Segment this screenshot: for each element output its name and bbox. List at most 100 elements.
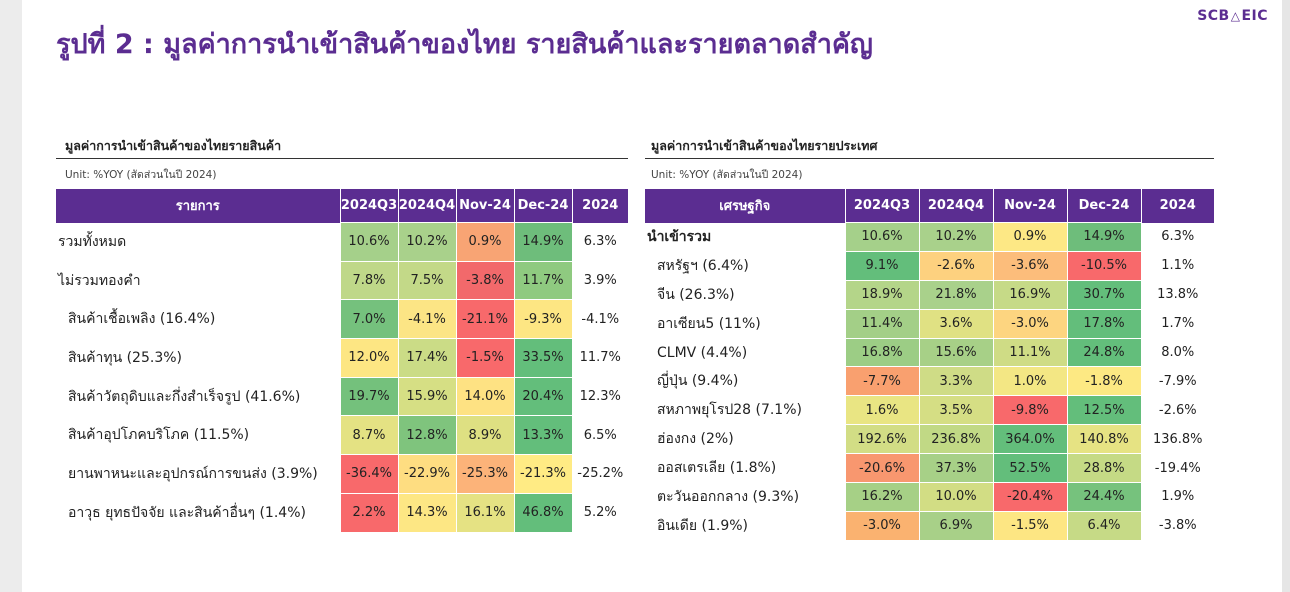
value-cell: -3.6% — [992, 250, 1068, 281]
annual-value-cell: 5.2% — [583, 505, 617, 521]
value-cell: -25.3% — [455, 454, 515, 494]
logo-text-scb: SCB — [1197, 8, 1230, 24]
logo-triangle-icon: △ — [1230, 9, 1241, 23]
row-label: อินเดีย (1.9%) — [657, 517, 748, 534]
value-cell: 10.2% — [397, 222, 457, 262]
product-import-table: รายการ 2024Q3 2024Q4 Nov-24 Dec-24 2024 … — [56, 189, 628, 533]
country-import-table: เศรษฐกิจ 2024Q3 2024Q4 Nov-24 Dec-24 202… — [645, 189, 1214, 541]
annual-value-cell: 11.7% — [579, 350, 621, 366]
header-dec-24: Dec-24 — [1066, 189, 1141, 223]
row-label: จีน (26.3%) — [657, 286, 735, 303]
value-cell: 7.0% — [339, 299, 399, 340]
value-cell: -9.3% — [513, 299, 573, 340]
annual-value-cell: 6.5% — [583, 427, 617, 443]
value-cell: 16.1% — [455, 492, 515, 533]
value-cell: 13.3% — [513, 415, 573, 456]
value-cell: 6.4% — [1066, 510, 1142, 541]
value-cell: -3.8% — [455, 260, 515, 301]
table-header-row: รายการ 2024Q3 2024Q4 Nov-24 Dec-24 2024 — [56, 189, 628, 223]
table-row: ออสเตรเลีย (1.8%) -20.6% 37.3% 52.5% 28.8% -1… — [645, 453, 1214, 484]
value-cell: 10.0% — [918, 482, 994, 512]
value-cell: 30.7% — [1066, 279, 1142, 310]
value-cell: 14.9% — [1066, 222, 1142, 252]
table-row: ฮ่องกง (2%) 192.6% 236.8% 364.0% 140.8% 136.8… — [645, 424, 1214, 455]
value-cell: -3.0% — [844, 510, 920, 541]
value-cell: 140.8% — [1066, 424, 1142, 455]
value-cell: 12.0% — [339, 338, 399, 378]
value-cell: 236.8% — [918, 424, 994, 455]
header-nov-24: Nov-24 — [992, 189, 1067, 223]
annual-value-cell: 1.1% — [1161, 258, 1195, 274]
annual-value-cell: 6.3% — [583, 234, 617, 250]
row-label: CLMV (4.4%) — [657, 344, 748, 361]
row-label: ไม่รวมทองคำ — [58, 272, 141, 289]
value-cell: 16.9% — [992, 279, 1068, 310]
value-cell: 11.7% — [513, 260, 573, 301]
table-row: ตะวันออกกลาง (9.3%) 16.2% 10.0% -20.4% 24.4%… — [645, 482, 1214, 512]
header-economy: เศรษฐกิจ — [645, 189, 845, 223]
value-cell: 24.4% — [1066, 482, 1142, 512]
value-cell: 6.9% — [918, 510, 994, 541]
table-row: สินค้าวัตถุดิบและกึ่งสำเร็จรูป (41.6%) 19… — [56, 376, 628, 417]
value-cell: -20.6% — [844, 453, 920, 484]
right-subtitle-rule — [645, 158, 1214, 159]
header-2024q3: 2024Q3 — [844, 189, 919, 223]
row-label: นำเข้ารวม — [647, 228, 712, 245]
row-label: ตะวันออกกลาง (9.3%) — [657, 488, 800, 505]
value-cell: 14.9% — [513, 222, 573, 262]
value-cell: 33.5% — [513, 338, 573, 378]
table-row: อาเซียน5 (11%) 11.4% 3.6% -3.0% 17.8% 1.7% — [645, 308, 1214, 339]
table-row: สินค้าเชื้อเพลิง (16.4%) 7.0% -4.1% -21.1% -… — [56, 299, 628, 340]
row-label: อาเซียน5 (11%) — [657, 315, 761, 332]
annual-value-cell: -2.6% — [1158, 402, 1197, 418]
value-cell: 192.6% — [844, 424, 920, 455]
value-cell: -9.8% — [992, 395, 1068, 426]
value-cell: 7.5% — [397, 260, 457, 301]
value-cell: -21.3% — [513, 454, 573, 494]
row-label: สินค้าอุปโภคบริโภค (11.5%) — [68, 427, 250, 444]
table-row: สินค้าอุปโภคบริโภค (11.5%) 8.7% 12.8% 8.9% 1… — [56, 415, 628, 456]
window-right-edge — [1282, 0, 1290, 592]
value-cell: 2.2% — [339, 492, 399, 533]
annual-value-cell: -19.4% — [1154, 460, 1201, 476]
header-2024q4: 2024Q4 — [918, 189, 993, 223]
window-left-edge — [0, 0, 22, 592]
row-label: สินค้าเชื้อเพลิง (16.4%) — [68, 311, 216, 328]
value-cell: 14.3% — [397, 492, 457, 533]
row-label: ออสเตรเลีย (1.8%) — [657, 460, 777, 477]
value-cell: 17.8% — [1066, 308, 1142, 339]
right-table-unit: Unit: %YOY (สัดส่วนในปี 2024) — [651, 169, 803, 181]
value-cell: -4.1% — [397, 299, 457, 340]
header-dec-24: Dec-24 — [513, 189, 572, 223]
value-cell: -21.1% — [455, 299, 515, 340]
annual-value-cell: -7.9% — [1158, 373, 1197, 389]
value-cell: 37.3% — [918, 453, 994, 484]
value-cell: 10.6% — [844, 222, 920, 252]
header-2024: 2024 — [1140, 189, 1214, 223]
value-cell: -1.5% — [992, 510, 1068, 541]
table-header-row: เศรษฐกิจ 2024Q3 2024Q4 Nov-24 Dec-24 202… — [645, 189, 1214, 223]
value-cell: 15.6% — [918, 337, 994, 368]
table-row: นำเข้ารวม 10.6% 10.2% 0.9% 14.9% 6.3% — [645, 222, 1214, 252]
row-label: สหภาพยุโรป28 (7.1%) — [657, 402, 802, 419]
row-label: ญี่ปุ่น (9.4%) — [657, 373, 739, 390]
value-cell: 19.7% — [339, 376, 399, 417]
value-cell: 14.0% — [455, 376, 515, 417]
right-table-subtitle: มูลค่าการนำเข้าสินค้าของไทยรายประเทศ — [651, 138, 878, 153]
value-cell: 12.8% — [397, 415, 457, 456]
annual-value-cell: 13.8% — [1157, 287, 1199, 303]
value-cell: -22.9% — [397, 454, 457, 494]
annual-value-cell: 8.0% — [1161, 345, 1195, 360]
row-label: สินค้าทุน (25.3%) — [68, 349, 182, 366]
value-cell: 16.8% — [844, 337, 920, 368]
row-label: สหรัฐฯ (6.4%) — [657, 257, 749, 274]
header-category: รายการ — [56, 189, 340, 223]
value-cell: 20.4% — [513, 376, 573, 417]
value-cell: 11.4% — [844, 308, 920, 339]
annual-value-cell: 3.9% — [583, 273, 617, 289]
value-cell: 3.6% — [918, 308, 994, 339]
value-cell: 12.5% — [1066, 395, 1142, 426]
value-cell: 52.5% — [992, 453, 1068, 484]
row-label: ยานพาหนะและอุปกรณ์การขนส่ง (3.9%) — [68, 465, 318, 482]
annual-value-cell: 6.3% — [1161, 229, 1195, 245]
